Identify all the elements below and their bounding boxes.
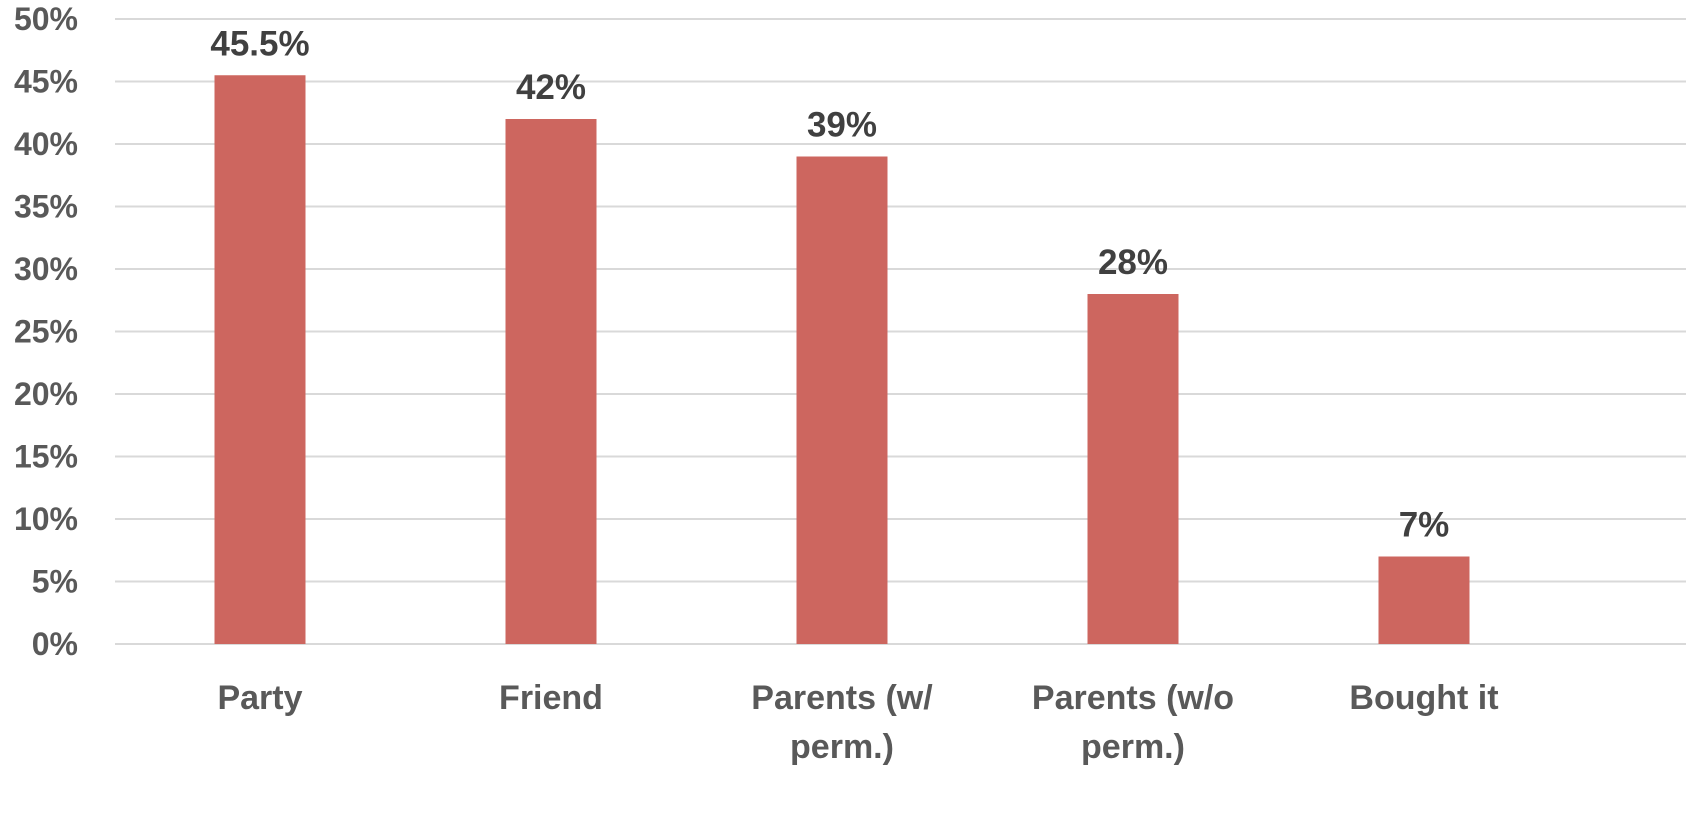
x-tick-label: Bought it <box>1349 679 1498 717</box>
y-tick-label: 35% <box>14 189 78 225</box>
x-tick-label: Parents (w/ <box>751 679 933 717</box>
bar <box>505 119 597 644</box>
data-label: 7% <box>1399 506 1450 545</box>
bar <box>214 75 306 644</box>
data-labels: 45.5% 42% 39% 28% 7% <box>210 24 1449 544</box>
bars <box>214 75 1470 644</box>
y-tick-label: 50% <box>14 1 78 37</box>
y-tick-label: 25% <box>14 314 78 350</box>
x-tick-label: perm.) <box>1081 728 1185 766</box>
data-label: 28% <box>1098 243 1168 282</box>
data-label: 42% <box>516 68 586 107</box>
y-tick-label: 30% <box>14 251 78 287</box>
x-axis-labels: Party Friend Parents (w/perm.) Parents (w/o… <box>217 679 1498 766</box>
bar <box>1087 294 1179 644</box>
y-tick-label: 0% <box>32 626 78 662</box>
x-tick-label: Friend <box>499 679 603 717</box>
gridlines <box>115 18 1686 645</box>
bar <box>1378 556 1470 644</box>
y-tick-label: 10% <box>14 501 78 537</box>
y-tick-label: 5% <box>32 564 78 600</box>
x-tick-label: Parents (w/o <box>1032 679 1234 717</box>
data-label: 45.5% <box>210 24 309 63</box>
y-tick-label: 40% <box>14 126 78 162</box>
y-tick-label: 45% <box>14 64 78 100</box>
y-tick-label: 15% <box>14 439 78 475</box>
data-label: 39% <box>807 106 877 145</box>
x-tick-label: perm.) <box>790 728 894 766</box>
y-axis-ticks: 0% 5% 10% 15% 20% 25% 30% 35% 40% 45% 50% <box>14 1 78 662</box>
bar <box>796 156 888 644</box>
x-tick-label: Party <box>217 679 302 717</box>
y-tick-label: 20% <box>14 376 78 412</box>
